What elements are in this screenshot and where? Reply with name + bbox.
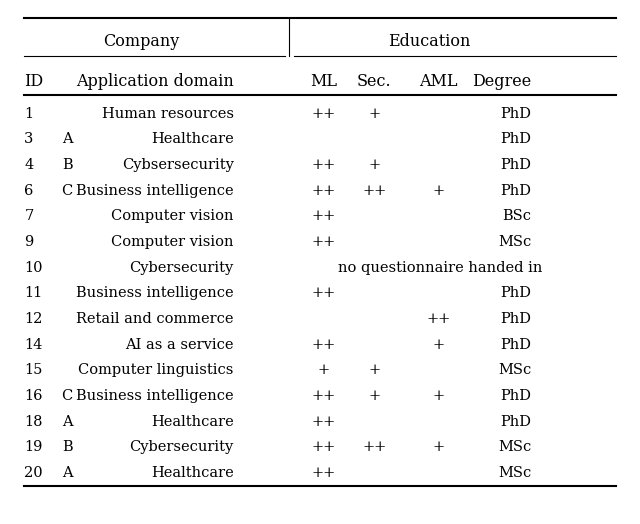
Text: ++: ++ — [311, 415, 335, 429]
Text: +: + — [433, 338, 444, 352]
Text: ID: ID — [24, 73, 44, 90]
Text: PhD: PhD — [500, 184, 531, 198]
Text: ++: ++ — [426, 312, 451, 326]
Text: PhD: PhD — [500, 389, 531, 403]
Text: Human resources: Human resources — [102, 107, 234, 121]
Text: ++: ++ — [362, 184, 387, 198]
Text: ++: ++ — [311, 466, 335, 480]
Text: Application domain: Application domain — [76, 73, 234, 90]
Text: MSc: MSc — [498, 364, 531, 377]
Text: Computer vision: Computer vision — [111, 210, 234, 223]
Text: ++: ++ — [311, 184, 335, 198]
Text: +: + — [369, 107, 380, 121]
Text: ++: ++ — [311, 441, 335, 454]
Text: B: B — [62, 441, 72, 454]
Text: +: + — [433, 441, 444, 454]
Text: 4: 4 — [24, 158, 33, 172]
Text: Healthcare: Healthcare — [151, 466, 234, 480]
Text: MSc: MSc — [498, 466, 531, 480]
Text: AI as a service: AI as a service — [125, 338, 234, 352]
Text: Education: Education — [388, 34, 470, 50]
Text: 14: 14 — [24, 338, 43, 352]
Text: PhD: PhD — [500, 415, 531, 429]
Text: Retail and commerce: Retail and commerce — [76, 312, 234, 326]
Text: 6: 6 — [24, 184, 34, 198]
Text: PhD: PhD — [500, 312, 531, 326]
Text: Cybersecurity: Cybersecurity — [129, 261, 234, 275]
Text: A: A — [62, 466, 72, 480]
Text: no questionnaire handed in: no questionnaire handed in — [338, 261, 542, 275]
Text: ++: ++ — [311, 287, 335, 300]
Text: PhD: PhD — [500, 107, 531, 121]
Text: 15: 15 — [24, 364, 43, 377]
Text: Healthcare: Healthcare — [151, 415, 234, 429]
Text: 18: 18 — [24, 415, 43, 429]
Text: 16: 16 — [24, 389, 43, 403]
Text: 7: 7 — [24, 210, 33, 223]
Text: MSc: MSc — [498, 441, 531, 454]
Text: ++: ++ — [362, 441, 387, 454]
Text: A: A — [62, 133, 72, 146]
Text: ++: ++ — [311, 158, 335, 172]
Text: Healthcare: Healthcare — [151, 133, 234, 146]
Text: +: + — [369, 389, 380, 403]
Text: 10: 10 — [24, 261, 43, 275]
Text: MSc: MSc — [498, 235, 531, 249]
Text: ++: ++ — [311, 107, 335, 121]
Text: C: C — [61, 184, 73, 198]
Text: Degree: Degree — [472, 73, 531, 90]
Text: Business intelligence: Business intelligence — [76, 184, 234, 198]
Text: PhD: PhD — [500, 287, 531, 300]
Text: +: + — [369, 158, 380, 172]
Text: B: B — [62, 158, 72, 172]
Text: Computer vision: Computer vision — [111, 235, 234, 249]
Text: +: + — [317, 364, 329, 377]
Text: 12: 12 — [24, 312, 43, 326]
Text: PhD: PhD — [500, 158, 531, 172]
Text: 3: 3 — [24, 133, 34, 146]
Text: A: A — [62, 415, 72, 429]
Text: ++: ++ — [311, 389, 335, 403]
Text: Cybersecurity: Cybersecurity — [129, 441, 234, 454]
Text: 9: 9 — [24, 235, 33, 249]
Text: +: + — [433, 389, 444, 403]
Text: C: C — [61, 389, 73, 403]
Text: 20: 20 — [24, 466, 43, 480]
Text: ++: ++ — [311, 235, 335, 249]
Text: Sec.: Sec. — [357, 73, 392, 90]
Text: PhD: PhD — [500, 133, 531, 146]
Text: 19: 19 — [24, 441, 43, 454]
Text: AML: AML — [419, 73, 458, 90]
Text: +: + — [433, 184, 444, 198]
Text: Company: Company — [102, 34, 179, 50]
Text: PhD: PhD — [500, 338, 531, 352]
Text: ++: ++ — [311, 210, 335, 223]
Text: ML: ML — [310, 73, 337, 90]
Text: 11: 11 — [24, 287, 43, 300]
Text: ++: ++ — [311, 338, 335, 352]
Text: 1: 1 — [24, 107, 33, 121]
Text: Cybsersecurity: Cybsersecurity — [122, 158, 234, 172]
Text: Computer linguistics: Computer linguistics — [78, 364, 234, 377]
Text: Business intelligence: Business intelligence — [76, 389, 234, 403]
Text: BSc: BSc — [502, 210, 531, 223]
Text: Business intelligence: Business intelligence — [76, 287, 234, 300]
Text: +: + — [369, 364, 380, 377]
